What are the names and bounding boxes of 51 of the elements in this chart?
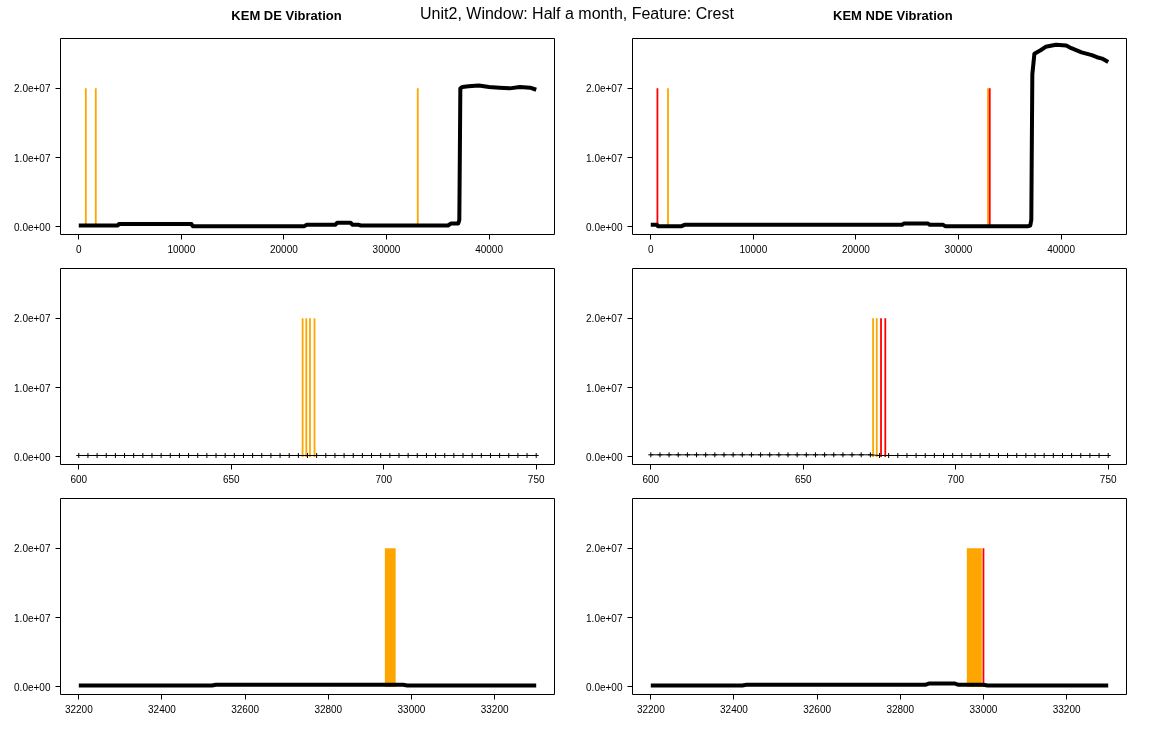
x-tick-label: 0 [647,243,654,255]
y-tick-label: 2.0e+07 [14,313,51,325]
y-tick-label: 2.0e+07 [586,83,623,95]
x-tick-label: 32200 [64,703,94,715]
x-tick-label: 0 [75,243,82,255]
x-tick-label: 20000 [270,243,299,255]
y-tick-label: 2.0e+07 [14,83,51,95]
x-tick-label: 33200 [480,703,509,715]
y-tick-label: 0.0e+00 [14,681,51,693]
chart-title: KEM DE Vibration [231,8,342,23]
y-tick-label: 1.0e+07 [14,152,51,164]
chart-title: KEM NDE Vibration [832,8,953,23]
y-tick-label: 0.0e+00 [586,451,623,463]
y-tick-label: 1.0e+07 [586,612,623,624]
x-tick-label: 750 [1099,473,1117,485]
y-tick-label: 0.0e+00 [586,681,623,693]
x-tick-label: 32800 [886,703,915,715]
x-tick-label: 650 [222,473,241,485]
y-tick-label: 0.0e+00 [14,451,51,463]
x-tick-label: 650 [794,473,813,485]
x-tick-label: 33200 [1052,703,1081,715]
y-tick-label: 2.0e+07 [586,543,623,555]
x-tick-label: 40000 [475,243,504,255]
x-tick-label: 600 [70,473,88,485]
text: Unit2, Window: Half a month, Feature: Crest [420,5,735,22]
x-tick-label: 32400 [148,703,177,715]
y-tick-label: 1.0e+07 [14,382,51,394]
x-tick-label: 32800 [314,703,343,715]
x-tick-label: 32200 [636,703,666,715]
y-tick-label: 1.0e+07 [586,382,623,394]
y-tick-label: 1.0e+07 [14,612,51,624]
y-tick-label: 2.0e+07 [14,543,51,555]
x-tick-label: 32600 [231,703,260,715]
y-tick-label: 1.0e+07 [586,152,623,164]
x-tick-label: 750 [527,473,545,485]
x-tick-label: 30000 [944,243,973,255]
x-tick-label: 32600 [803,703,832,715]
y-tick-label: 2.0e+07 [586,313,623,325]
x-tick-label: 20000 [842,243,871,255]
x-tick-label: 600 [642,473,660,485]
x-tick-label: 30000 [372,243,401,255]
x-tick-label: 33000 [397,703,426,715]
x-tick-label: 10000 [167,243,196,255]
y-tick-label: 0.0e+00 [14,221,51,233]
y-tick-label: 0.0e+00 [586,221,623,233]
x-tick-label: 700 [375,473,393,485]
x-tick-label: 10000 [739,243,768,255]
x-tick-label: 700 [947,473,965,485]
x-tick-label: 32400 [720,703,749,715]
x-tick-label: 40000 [1047,243,1076,255]
x-tick-label: 33000 [969,703,998,715]
